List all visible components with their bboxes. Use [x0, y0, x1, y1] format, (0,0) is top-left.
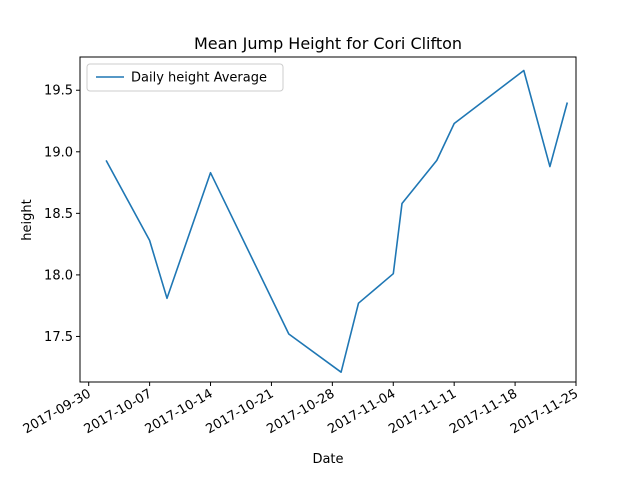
x-tick-label: 2017-10-21: [203, 386, 276, 437]
x-tick-label: 2017-10-28: [264, 386, 337, 437]
x-tick-label: 2017-11-04: [325, 386, 398, 437]
y-tick-label: 18.5: [44, 207, 73, 222]
series-line-daily-height-average: [105, 69, 569, 373]
x-axis-label: Date: [312, 452, 343, 467]
plot-frame: [79, 56, 577, 383]
x-tick-label: 2017-09-30: [21, 386, 94, 437]
legend-box: [86, 63, 284, 92]
plot-area: [105, 69, 569, 373]
x-tick-label: 2017-10-14: [143, 386, 216, 437]
legend: Daily height Average: [86, 63, 284, 92]
y-axis-label: height: [20, 199, 35, 240]
x-tick-label: 2017-10-07: [82, 386, 155, 437]
x-tick-label: 2017-11-25: [508, 386, 581, 437]
chart-title: Mean Jump Height for Cori Clifton: [194, 34, 462, 53]
x-axis: 2017-09-302017-10-072017-10-142017-10-21…: [21, 382, 581, 437]
y-tick-label: 18.0: [44, 268, 73, 283]
x-tick-label: 2017-11-11: [386, 386, 459, 437]
legend-label: Daily height Average: [131, 71, 267, 86]
x-tick-label: 2017-11-18: [447, 386, 520, 437]
y-tick-label: 17.5: [44, 330, 73, 345]
y-tick-label: 19.5: [44, 84, 73, 99]
y-tick-label: 19.0: [44, 145, 73, 160]
y-axis: 17.5 18.0 18.5 19.0 19.5: [44, 84, 80, 345]
